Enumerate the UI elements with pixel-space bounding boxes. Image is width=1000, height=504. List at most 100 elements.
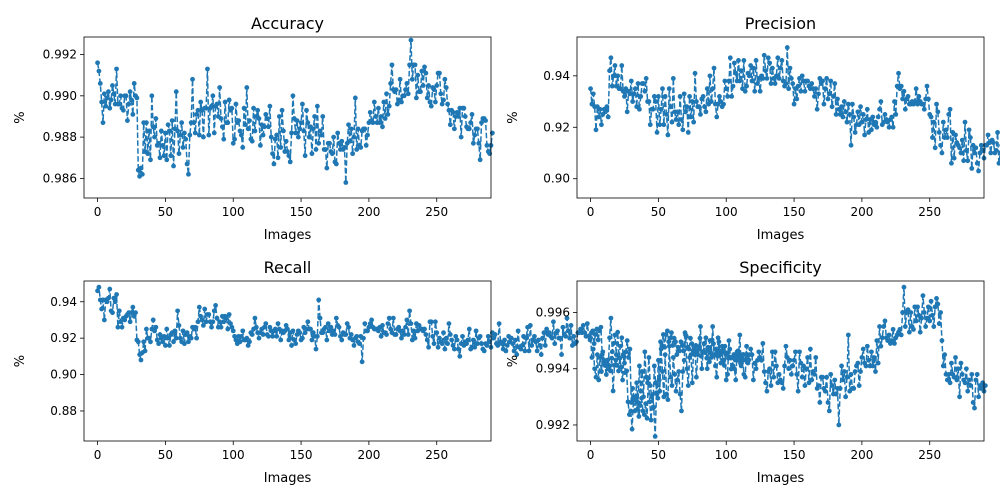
data-point xyxy=(542,343,548,348)
data-point xyxy=(536,337,541,343)
data-point xyxy=(938,310,943,315)
data-point xyxy=(112,299,118,305)
data-point xyxy=(835,96,840,102)
data-point xyxy=(329,151,335,157)
data-point xyxy=(958,360,964,366)
data-point xyxy=(646,355,652,360)
data-point xyxy=(593,332,598,337)
data-point xyxy=(237,128,243,134)
data-point xyxy=(648,417,654,423)
data-point xyxy=(809,377,815,383)
data-point xyxy=(958,150,964,156)
data-point xyxy=(825,96,831,102)
data-point xyxy=(603,372,609,377)
data-point xyxy=(809,81,815,86)
data-point xyxy=(936,130,942,135)
data-point xyxy=(759,357,764,363)
data-point xyxy=(252,315,258,321)
data-point xyxy=(949,160,954,166)
data-point xyxy=(833,391,839,397)
data-point xyxy=(624,368,630,374)
data-point xyxy=(475,341,480,347)
data-point xyxy=(802,383,808,388)
data-point xyxy=(477,333,483,339)
data-point xyxy=(335,130,341,136)
data-point xyxy=(308,326,313,332)
data-point xyxy=(708,99,714,104)
data-point xyxy=(822,388,828,394)
data-point xyxy=(736,58,741,63)
data-point xyxy=(843,109,849,115)
data-point xyxy=(96,68,102,74)
data-point xyxy=(741,58,747,63)
data-point xyxy=(742,88,748,94)
data-point xyxy=(424,95,430,101)
data-point xyxy=(603,109,608,115)
data-point xyxy=(432,99,438,105)
data-point xyxy=(428,103,434,109)
data-point xyxy=(461,105,467,111)
data-point xyxy=(685,383,691,388)
data-point xyxy=(263,321,269,326)
data-point xyxy=(664,391,669,397)
data-point xyxy=(590,346,596,352)
data-point xyxy=(613,357,619,363)
data-point xyxy=(908,310,914,315)
data-point xyxy=(172,328,178,334)
x-tick-label: 150 xyxy=(783,205,806,219)
data-point xyxy=(826,408,832,414)
data-point xyxy=(737,332,743,338)
data-point xyxy=(443,335,449,341)
data-point xyxy=(508,335,514,341)
data-point xyxy=(946,371,952,377)
data-point xyxy=(959,137,965,143)
data-point xyxy=(401,93,407,99)
data-point xyxy=(882,112,888,117)
data-point xyxy=(646,99,652,104)
data-point xyxy=(125,118,130,123)
data-point xyxy=(404,81,410,86)
x-axis-label: Images xyxy=(757,228,805,243)
x-tick-label: 200 xyxy=(357,205,380,219)
data-point xyxy=(729,94,735,99)
data-point xyxy=(110,83,115,88)
data-point xyxy=(150,124,156,130)
data-point xyxy=(160,142,166,148)
data-point xyxy=(378,114,384,119)
data-point xyxy=(638,94,644,99)
data-point xyxy=(608,55,614,61)
data-point xyxy=(285,326,290,332)
data-point xyxy=(332,332,338,337)
data-point xyxy=(134,95,140,101)
data-point xyxy=(848,371,854,377)
data-point xyxy=(565,328,571,334)
data-point xyxy=(584,321,590,326)
data-point xyxy=(976,168,981,174)
data-point xyxy=(829,383,835,388)
data-point xyxy=(325,321,331,326)
data-point xyxy=(552,341,558,347)
data-point xyxy=(813,86,819,92)
data-point xyxy=(862,132,868,138)
data-point xyxy=(187,132,193,138)
data-point xyxy=(130,304,136,310)
data-point xyxy=(266,124,271,130)
data-point xyxy=(380,323,385,328)
data-point xyxy=(510,341,516,347)
data-point xyxy=(647,122,653,128)
data-point xyxy=(252,128,258,134)
data-point xyxy=(244,335,250,341)
data-point xyxy=(760,341,766,346)
data-point xyxy=(714,374,720,380)
data-point xyxy=(483,118,488,123)
data-point xyxy=(764,76,770,81)
data-point xyxy=(614,363,620,368)
data-point xyxy=(538,352,544,357)
data-point xyxy=(439,341,445,347)
data-point xyxy=(388,81,394,86)
data-point xyxy=(768,81,774,86)
data-point xyxy=(343,180,349,185)
data-point xyxy=(534,348,540,354)
data-point xyxy=(472,344,478,350)
data-point xyxy=(574,339,579,345)
